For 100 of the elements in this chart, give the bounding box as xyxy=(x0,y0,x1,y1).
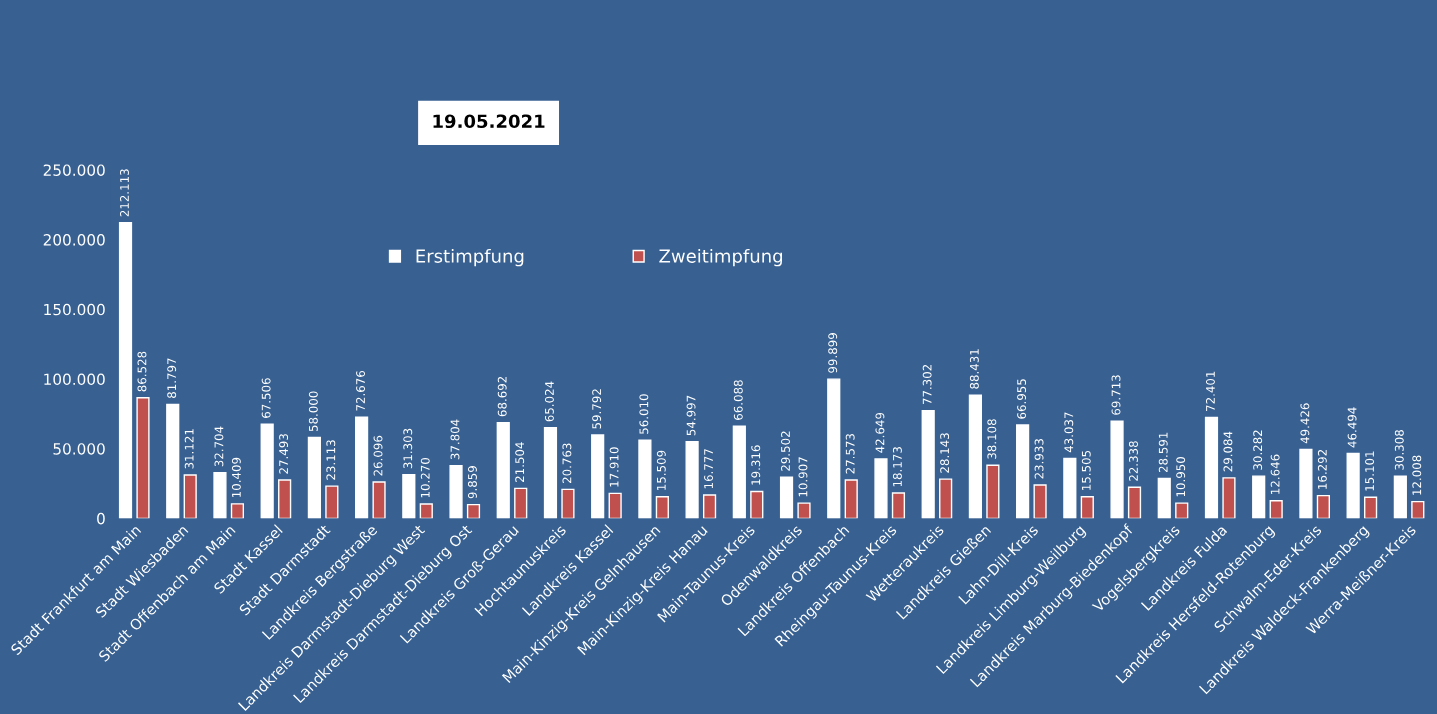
data-label: 58.000 xyxy=(308,391,318,432)
data-label: 29.502 xyxy=(781,431,790,471)
data-label: 66.088 xyxy=(733,380,743,420)
bar xyxy=(1063,457,1077,519)
data-label: 28.591 xyxy=(1158,432,1168,473)
data-label: 69.713 xyxy=(1111,375,1121,415)
data-label: 26.096 xyxy=(373,435,383,476)
bar xyxy=(591,434,605,519)
y-tick-label: 200.000 xyxy=(43,234,105,246)
data-label: 12.646 xyxy=(1270,454,1280,494)
data-label: 10.270 xyxy=(420,457,430,498)
bar xyxy=(466,503,481,519)
y-tick-label: 0 xyxy=(97,512,105,525)
data-label: 27.493 xyxy=(279,434,289,474)
bar xyxy=(1175,502,1189,519)
bar xyxy=(278,479,292,519)
data-label: 54.997 xyxy=(686,395,696,436)
bar xyxy=(638,439,652,519)
data-label: 86.528 xyxy=(137,351,147,392)
data-label: 77.302 xyxy=(922,364,932,405)
data-label: 32.704 xyxy=(214,426,224,467)
bar xyxy=(561,488,575,519)
bar xyxy=(968,394,983,519)
data-label: 59.792 xyxy=(592,389,602,429)
bar xyxy=(939,478,953,519)
bar xyxy=(307,436,321,519)
data-label: 66.955 xyxy=(1017,379,1027,419)
legend-label: Erstimpfung xyxy=(416,248,524,267)
bar xyxy=(685,441,699,519)
bar xyxy=(1316,494,1330,519)
bar xyxy=(166,403,180,519)
data-label: 10.409 xyxy=(231,457,241,497)
data-label: 37.804 xyxy=(450,419,460,460)
bar xyxy=(1033,484,1047,519)
data-label: 72.401 xyxy=(1205,371,1215,411)
data-label: 30.308 xyxy=(1394,430,1404,470)
data-label: 12.008 xyxy=(1412,455,1422,495)
data-label: 38.108 xyxy=(987,419,997,459)
data-label: 43.037 xyxy=(1064,412,1074,453)
bar xyxy=(608,492,622,519)
bar xyxy=(1299,448,1313,519)
bar xyxy=(230,503,245,519)
bar xyxy=(1346,452,1360,519)
data-label: 20.763 xyxy=(562,443,572,484)
data-label: 15.505 xyxy=(1081,450,1091,490)
data-label: 29.084 xyxy=(1223,431,1233,472)
bar xyxy=(402,474,416,519)
data-label: 19.316 xyxy=(751,445,761,485)
bar xyxy=(260,423,274,519)
bar xyxy=(496,421,510,519)
data-label: 88.431 xyxy=(969,349,979,389)
bar xyxy=(1016,424,1030,519)
data-label: 68.692 xyxy=(497,376,507,417)
data-label: 22.338 xyxy=(1129,441,1138,481)
bar xyxy=(1110,420,1124,519)
data-label: 49.426 xyxy=(1300,403,1310,444)
bar xyxy=(779,476,794,519)
bar xyxy=(1269,500,1283,519)
bar xyxy=(1204,416,1219,519)
y-tick-label: 250.000 xyxy=(43,164,105,176)
data-label: 27.573 xyxy=(845,434,855,474)
bar xyxy=(183,474,197,519)
data-label: 31.303 xyxy=(403,428,413,469)
data-label: 15.101 xyxy=(1365,451,1375,491)
data-label: 30.282 xyxy=(1253,430,1263,470)
bar xyxy=(797,502,811,519)
bar xyxy=(874,458,888,519)
bar xyxy=(844,479,858,519)
bar xyxy=(702,494,717,519)
bar xyxy=(543,427,558,519)
data-label: 28.143 xyxy=(940,433,950,473)
bar xyxy=(827,378,841,519)
data-label: 212.113 xyxy=(120,169,129,217)
bar xyxy=(1411,500,1425,519)
y-tick-label: 100.000 xyxy=(44,373,105,386)
data-label: 10.907 xyxy=(798,457,808,497)
data-label: 17.910 xyxy=(609,447,619,487)
data-label: 56.010 xyxy=(639,394,649,434)
bar xyxy=(1364,496,1378,519)
data-label: 81.797 xyxy=(167,358,177,399)
data-label: 23.933 xyxy=(1034,439,1044,479)
y-tick-label: 50.000 xyxy=(53,443,105,455)
bar xyxy=(1252,475,1266,519)
bar xyxy=(750,490,764,519)
data-label: 67.506 xyxy=(261,378,271,418)
bar xyxy=(921,409,935,519)
bar xyxy=(325,485,339,519)
data-label: 31.121 xyxy=(184,429,194,469)
data-label: 10.950 xyxy=(1176,457,1186,497)
bar xyxy=(1157,477,1171,519)
bar xyxy=(732,425,746,519)
data-label: 72.676 xyxy=(356,370,366,411)
data-label: 42.649 xyxy=(875,412,885,453)
data-label: 16.777 xyxy=(704,449,714,489)
data-label: 18.173 xyxy=(892,447,902,487)
legend-label: Zweitimpfung xyxy=(659,248,782,267)
bar xyxy=(986,464,1000,519)
data-label: 23.113 xyxy=(326,440,336,480)
data-label: 15.509 xyxy=(656,450,666,490)
bar xyxy=(891,492,906,519)
